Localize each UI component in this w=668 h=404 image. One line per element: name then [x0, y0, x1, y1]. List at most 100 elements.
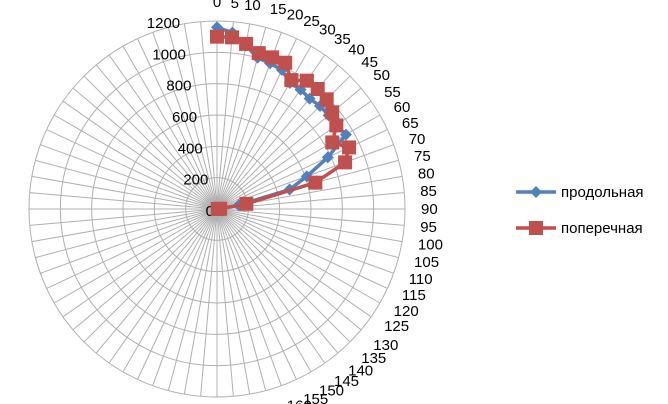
angle-label-115: 115 [402, 287, 426, 304]
series-1-point-55 [329, 118, 344, 133]
angle-label-80: 80 [418, 166, 435, 183]
grid-spoke-145 [216, 208, 326, 364]
angle-label-50: 50 [373, 67, 390, 84]
angle-label-45: 45 [361, 54, 378, 71]
angle-axis-labels: 0 5 10 15 20 25 303540455055606570758085909510… [213, 0, 443, 404]
grid-spoke-235 [62, 208, 218, 318]
angle-label-135: 135 [361, 350, 386, 367]
series-1-point-45 [319, 92, 334, 107]
grid-spoke-165 [216, 208, 267, 391]
grid-spoke-200 [152, 208, 218, 386]
grid-spoke-175 [216, 208, 234, 397]
grid-spoke-220 [95, 208, 218, 354]
angle-label-90: 90 [421, 201, 438, 218]
series-1-point-90 [210, 202, 225, 216]
grid-spoke-320 [95, 64, 218, 210]
series-1-point-30 [284, 73, 299, 88]
angle-label-65: 65 [402, 115, 419, 132]
series-1-point-75 [308, 175, 323, 190]
legend: продольная поперечная [516, 184, 644, 237]
grid-spoke-240 [53, 208, 218, 304]
series-1-point-80 [239, 196, 254, 211]
grid-spoke-340 [152, 32, 218, 210]
angle-label-155: 155 [303, 391, 328, 404]
grid-spoke-290 [40, 144, 218, 210]
angle-label-0: 0 [213, 0, 221, 11]
radial-tick-200: 200 [183, 172, 208, 189]
grid-spoke-205 [137, 208, 218, 380]
series-1-point-25 [278, 55, 293, 70]
legend-marker-square [529, 221, 543, 235]
angle-label-25: 25 [303, 13, 320, 30]
angle-label-10: 10 [244, 0, 261, 14]
grid-spoke-215 [108, 208, 218, 364]
grid-spoke-345 [167, 27, 218, 210]
grid-spoke-95 [216, 208, 405, 226]
series-1 [210, 29, 357, 216]
grid-spoke-190 [183, 208, 218, 395]
angle-label-110: 110 [409, 271, 433, 288]
legend-label-poperechnaya: поперечная [561, 220, 643, 237]
grid-spoke-300 [53, 114, 218, 210]
grid-spoke-125 [216, 208, 372, 318]
grid-spoke-330 [122, 45, 218, 210]
grid-spoke-140 [216, 208, 339, 354]
grid-spoke-230 [72, 208, 218, 331]
grid-spoke-110 [216, 208, 394, 274]
radial-tick-400: 400 [178, 140, 203, 157]
angle-label-140: 140 [348, 362, 373, 379]
angle-label-105: 105 [414, 254, 439, 271]
grid-spoke-135 [216, 208, 351, 343]
grid-spoke-310 [72, 87, 218, 210]
legend-marker-diamond [530, 186, 542, 198]
series-1-point-5 [225, 30, 240, 45]
angle-label-30: 30 [319, 21, 336, 38]
angle-label-145: 145 [334, 373, 359, 390]
series-layer [210, 21, 357, 216]
radial-tick-800: 800 [166, 78, 191, 95]
grid-spoke-305 [62, 100, 218, 210]
angle-label-95: 95 [420, 219, 437, 236]
grid-spoke-275 [29, 192, 218, 210]
grid-spoke-245 [46, 208, 218, 289]
grid-spoke-250 [40, 208, 218, 274]
grid-spoke-65 [216, 129, 388, 210]
grid-spoke-10 [216, 23, 251, 210]
grid-spoke-185 [200, 208, 218, 397]
grid-spoke-225 [83, 208, 218, 343]
angle-label-100: 100 [418, 236, 443, 253]
legend-label-prodolnaya: продольная [561, 184, 644, 201]
angle-label-85: 85 [420, 183, 437, 200]
grid-spoke-160 [216, 208, 282, 386]
series-1-point-0 [210, 29, 224, 44]
grid-spoke-55 [216, 100, 372, 210]
radial-axis-labels: 0 200 400 600 800 1000 1200 [147, 15, 214, 220]
radial-tick-1000: 1000 [152, 46, 185, 63]
angle-label-5: 5 [231, 0, 239, 12]
angle-label-125: 125 [384, 318, 409, 335]
grid-spoke-280 [31, 175, 218, 210]
series-0-point-65 [321, 151, 334, 164]
angle-label-55: 55 [384, 84, 401, 101]
angle-label-130: 130 [373, 337, 398, 354]
grid-spoke-120 [216, 208, 381, 304]
grid-spoke-355 [200, 21, 218, 210]
radial-tick-600: 600 [172, 109, 197, 126]
angle-label-120: 120 [394, 303, 419, 320]
grid-spoke-295 [46, 129, 218, 210]
angle-label-15: 15 [270, 1, 287, 18]
grid-spoke-255 [35, 208, 218, 259]
radial-tick-0: 0 [206, 203, 214, 220]
grid-spoke-210 [122, 208, 218, 373]
grid-spoke-60 [216, 114, 381, 210]
grid-spoke-260 [31, 208, 218, 243]
grid-spoke-195 [167, 208, 218, 391]
series-1-point-10 [239, 36, 254, 51]
angle-label-40: 40 [348, 42, 365, 59]
grid-spoke-335 [137, 38, 218, 210]
series-1-point-65 [342, 140, 357, 155]
angle-label-75: 75 [414, 148, 431, 165]
series-1-point-35 [299, 73, 314, 88]
grid-spoke-105 [216, 208, 399, 259]
